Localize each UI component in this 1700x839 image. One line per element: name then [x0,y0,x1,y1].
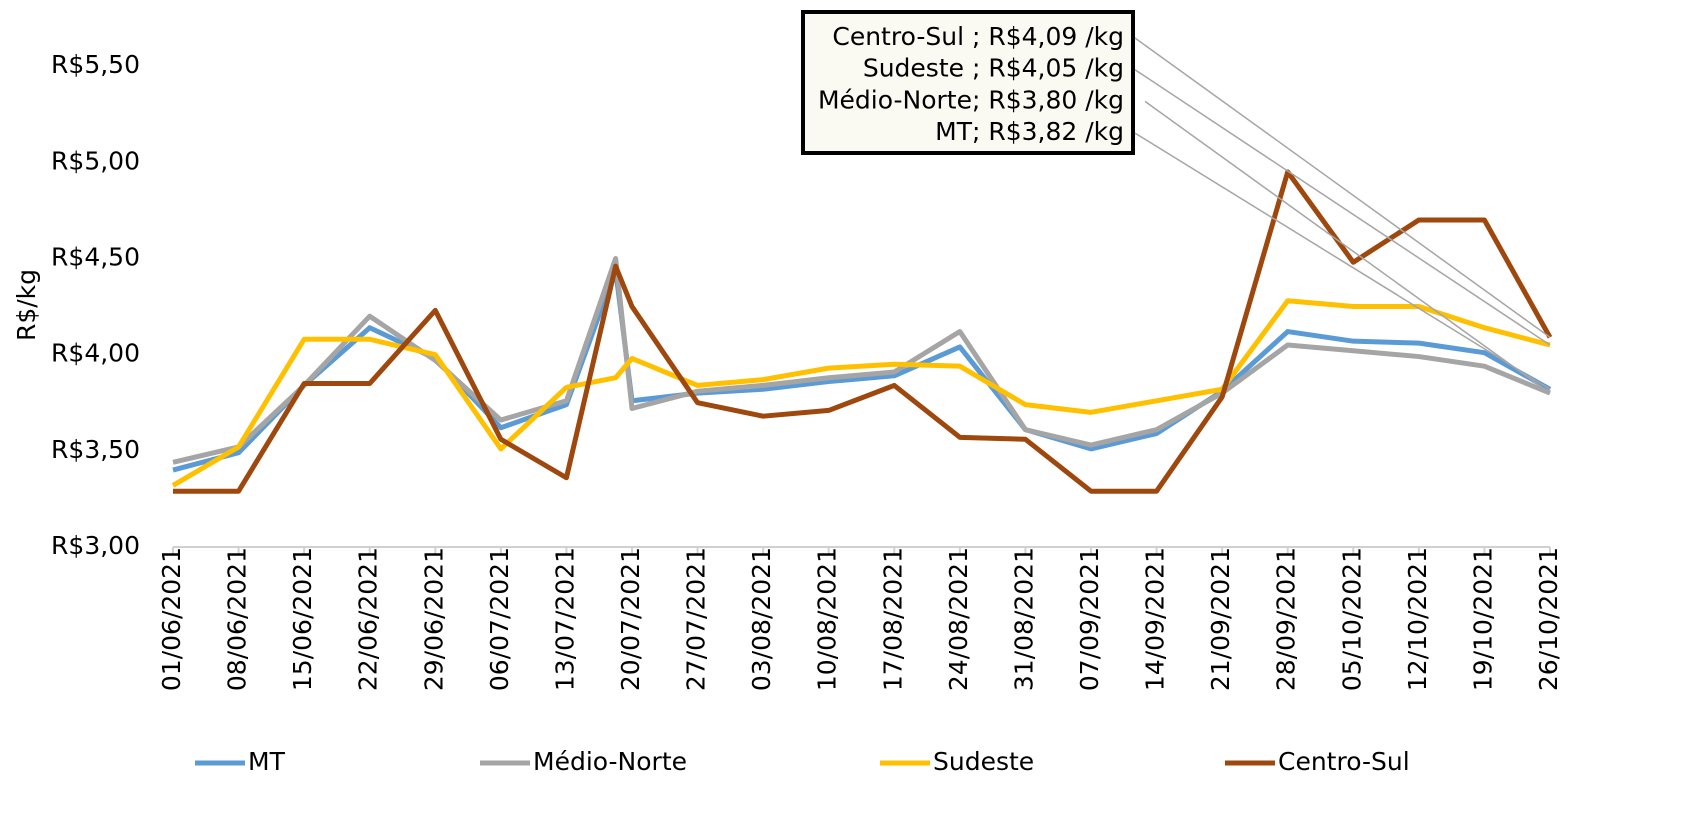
legend-label: Centro-Sul [1278,747,1410,776]
x-tick-label: 08/06/2021 [223,547,252,691]
x-tick-label: 26/10/2021 [1534,547,1563,691]
leader-line [1144,100,1551,394]
x-tick-label: 01/06/2021 [157,547,186,691]
y-tick-label: R$5,00 [51,146,140,175]
callout-text: Centro-Sul ; R$4,09 /kg [832,22,1124,51]
x-tick-label: 03/08/2021 [747,547,776,691]
x-tick-label: 17/08/2021 [878,547,907,691]
series-line [173,169,1553,494]
x-tick-label: 14/09/2021 [1141,547,1170,691]
legend-label: Sudeste [933,747,1034,776]
x-tick-label: 12/10/2021 [1403,547,1432,691]
x-tick-label: 27/07/2021 [682,547,711,691]
x-tick-label: 31/08/2021 [1009,547,1038,691]
x-tick-label: 06/07/2021 [485,547,514,691]
x-tick-label: 07/09/2021 [1075,547,1104,691]
legend-label: Médio-Norte [533,747,687,776]
x-tick-label: 19/10/2021 [1468,547,1497,691]
x-tick-label: 28/09/2021 [1272,547,1301,691]
callout-box [801,10,1135,155]
series-line [172,255,1551,465]
x-tick-label: 05/10/2021 [1337,547,1366,691]
y-tick-label: R$3,50 [51,435,140,464]
legend-label: MT [248,747,286,776]
x-tick-label: 22/06/2021 [354,547,383,691]
leader-line [1134,69,1551,346]
y-tick-label: R$3,00 [51,531,140,560]
series-line [171,298,1551,488]
callout-text: Sudeste ; R$4,05 /kg [863,54,1124,83]
y-axis-label: R$/kg [12,269,41,341]
x-tick-label: 10/08/2021 [813,547,842,691]
leader-line [1134,132,1551,390]
x-tick-label: 29/06/2021 [419,547,448,691]
x-tick-label: 13/07/2021 [550,547,579,691]
y-tick-label: R$4,50 [51,242,140,271]
x-tick-label: 24/08/2021 [944,547,973,691]
callout-text: MT; R$3,82 /kg [935,117,1124,146]
y-tick-label: R$4,00 [51,339,140,368]
y-tick-label: R$5,50 [51,50,140,79]
x-tick-label: 15/06/2021 [288,547,317,691]
x-tick-label: 21/09/2021 [1206,547,1235,691]
leader-line [1134,37,1551,338]
callout-text: Médio-Norte; R$3,80 /kg [818,85,1124,114]
x-tick-label: 20/07/2021 [616,547,645,691]
